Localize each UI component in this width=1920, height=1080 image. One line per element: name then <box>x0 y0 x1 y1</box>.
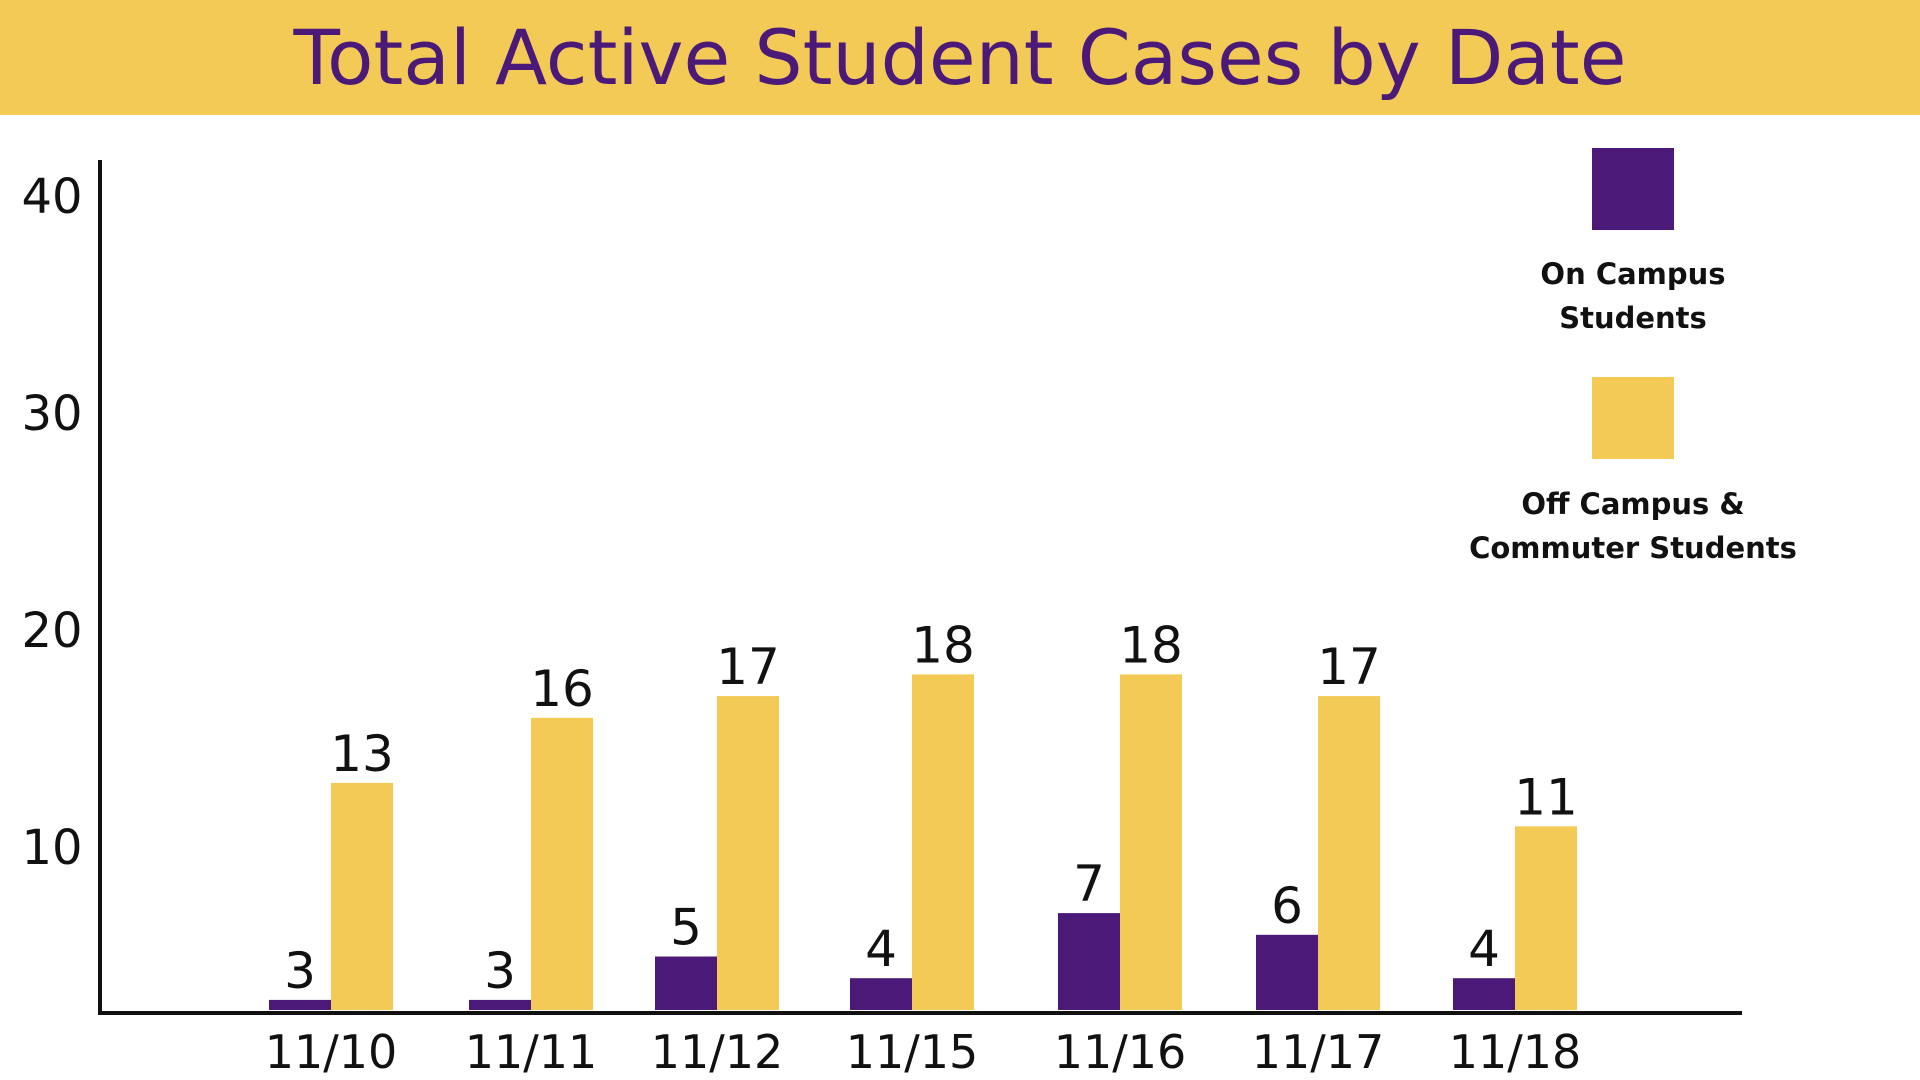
bar-on-campus <box>1453 978 1515 1010</box>
x-tick-label: 11/18 <box>1449 1025 1582 1079</box>
bar-off-campus <box>912 674 974 1010</box>
bar-on-campus <box>655 956 717 1010</box>
legend-swatch-on-campus <box>1592 148 1674 230</box>
bar-off-campus <box>1318 696 1380 1010</box>
bar-on-campus <box>269 999 331 1010</box>
legend-label-on-campus: Students <box>1559 301 1707 335</box>
x-tick-label: 11/15 <box>846 1025 979 1079</box>
data-label-on-campus: 5 <box>670 899 702 957</box>
x-tick-label: 11/17 <box>1252 1025 1385 1079</box>
legend-swatch-off-campus <box>1592 377 1674 459</box>
data-label-on-campus: 6 <box>1271 877 1303 935</box>
data-label-on-campus: 4 <box>865 920 897 978</box>
data-label-on-campus: 3 <box>284 942 316 1000</box>
x-tick-label: 11/16 <box>1054 1025 1187 1079</box>
data-label-off-campus: 16 <box>530 660 594 718</box>
data-label-off-campus: 13 <box>330 725 394 783</box>
data-label-on-campus: 7 <box>1073 855 1105 913</box>
bar-off-campus <box>717 696 779 1010</box>
data-label-off-campus: 18 <box>911 616 975 674</box>
bar-on-campus <box>850 978 912 1010</box>
y-tick-label: 20 <box>21 603 82 659</box>
x-tick-label: 11/10 <box>265 1025 398 1079</box>
bar-on-campus <box>1256 934 1318 1010</box>
title-bar <box>0 0 1920 115</box>
y-tick-label: 40 <box>21 169 82 225</box>
data-label-off-campus: 11 <box>1514 768 1578 826</box>
data-label-off-campus: 18 <box>1119 616 1183 674</box>
bar-off-campus <box>531 717 593 1010</box>
legend-label-off-campus: Commuter Students <box>1469 531 1797 565</box>
bar-off-campus <box>331 782 393 1010</box>
bar-on-campus <box>1058 913 1120 1010</box>
data-label-on-campus: 3 <box>484 942 516 1000</box>
data-label-off-campus: 17 <box>1317 638 1381 696</box>
bar-on-campus <box>469 999 531 1010</box>
legend-label-off-campus: Off Campus & <box>1521 487 1744 521</box>
y-tick-label: 10 <box>21 820 82 876</box>
data-label-off-campus: 17 <box>716 638 780 696</box>
chart-title: Total Active Student Cases by Date <box>293 13 1627 102</box>
x-tick-label: 11/12 <box>651 1025 784 1079</box>
bar-off-campus <box>1515 826 1577 1010</box>
bar-off-campus <box>1120 674 1182 1010</box>
data-label-on-campus: 4 <box>1468 920 1500 978</box>
legend-label-on-campus: On Campus <box>1540 257 1725 291</box>
y-tick-label: 30 <box>21 386 82 442</box>
x-tick-label: 11/11 <box>465 1025 598 1079</box>
